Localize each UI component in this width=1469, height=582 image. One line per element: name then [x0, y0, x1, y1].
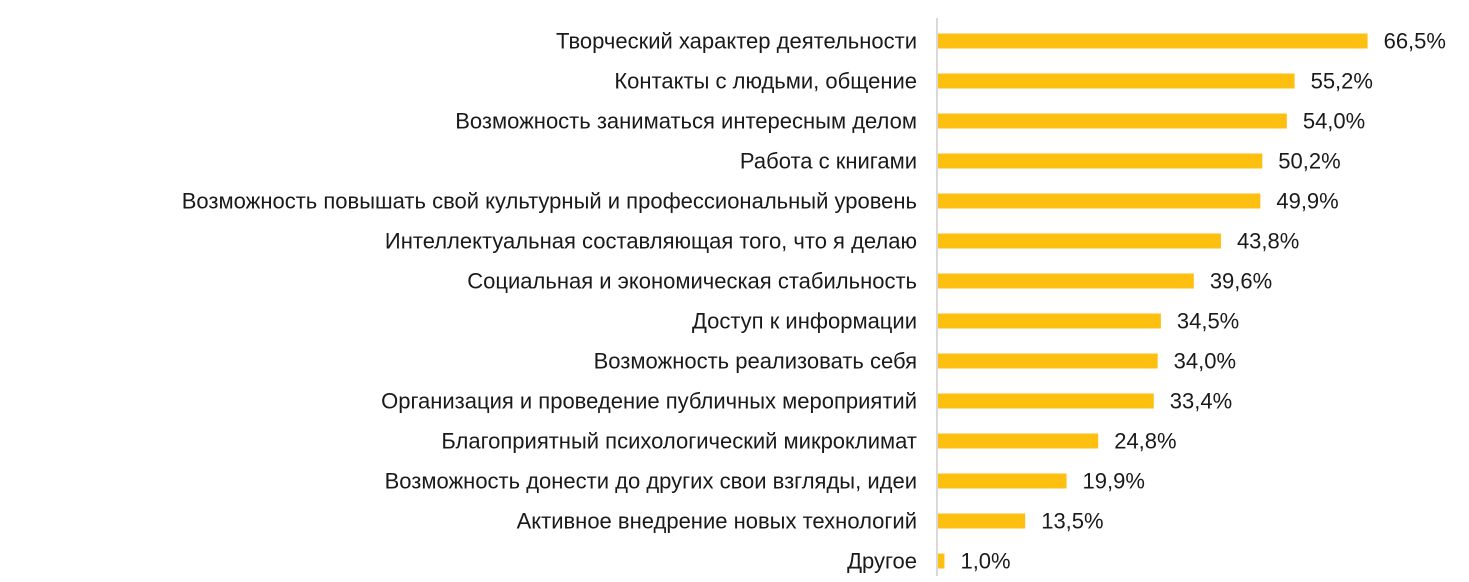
value-label: 50,2%	[1278, 149, 1340, 174]
category-label: Организация и проведение публичных мероп…	[381, 389, 917, 414]
value-label: 54,0%	[1303, 109, 1365, 134]
bar	[938, 513, 1026, 529]
category-label: Доступ к информации	[692, 309, 917, 334]
category-label: Контакты с людьми, общение	[614, 69, 917, 94]
value-label: 43,8%	[1237, 229, 1299, 254]
category-label: Активное внедрение новых технологий	[517, 509, 917, 534]
category-label: Работа с книгами	[740, 149, 917, 174]
value-label: 49,9%	[1276, 189, 1338, 214]
value-label: 39,6%	[1210, 269, 1272, 294]
bar	[938, 193, 1261, 209]
bar	[938, 273, 1194, 289]
bar	[938, 33, 1368, 49]
category-label: Благоприятный психологический микроклима…	[441, 429, 917, 454]
category-label: Возможность донести до других свои взгля…	[385, 469, 917, 494]
category-labels: Творческий характер деятельности Контакты…	[182, 29, 917, 574]
value-label: 66,5%	[1384, 29, 1446, 54]
bar	[938, 313, 1161, 329]
category-label: Другое	[847, 549, 917, 574]
value-label: 34,0%	[1174, 349, 1236, 374]
bar	[938, 393, 1154, 409]
category-label: Социальная и экономическая стабильность	[467, 269, 917, 294]
bar	[938, 353, 1158, 369]
value-label: 55,2%	[1311, 69, 1373, 94]
value-label: 19,9%	[1083, 469, 1145, 494]
category-label: Возможность реализовать себя	[594, 349, 917, 374]
bar	[938, 473, 1067, 489]
category-label: Творческий характер деятельности	[556, 29, 917, 54]
bar	[938, 153, 1263, 169]
value-label: 33,4%	[1170, 389, 1232, 414]
value-labels: 66,5% 55,2% 54,0% 50,2% 49,9% 43,8% 39,6% 34,5%…	[960, 29, 1446, 574]
bar	[938, 233, 1221, 249]
bar	[938, 433, 1099, 449]
category-label: Интеллектуальная составляющая того, что …	[385, 229, 917, 254]
bar	[938, 73, 1295, 89]
category-label: Возможность повышать свой культурный и п…	[182, 189, 917, 214]
value-label: 24,8%	[1114, 429, 1176, 454]
category-label: Возможность заниматься интересным делом	[455, 109, 917, 134]
value-label: 1,0%	[960, 549, 1010, 574]
bar	[938, 553, 945, 569]
value-label: 13,5%	[1041, 509, 1103, 534]
value-label: 34,5%	[1177, 309, 1239, 334]
bars	[938, 33, 1368, 569]
bar	[938, 113, 1287, 129]
